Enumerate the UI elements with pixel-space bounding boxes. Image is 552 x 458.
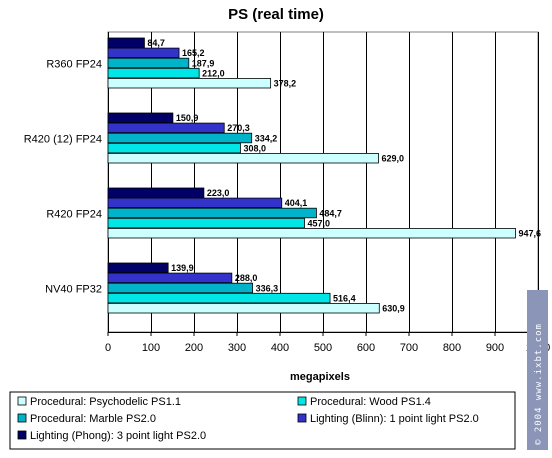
watermark: © 2004 www.ixbt.com	[527, 290, 548, 450]
bar	[107, 262, 169, 274]
bar	[107, 112, 174, 124]
tick-label: 900	[486, 342, 504, 354]
value-label: 84,7	[147, 38, 165, 48]
value-label: 165,2	[182, 48, 205, 58]
legend-label: Lighting (Blinn): 1 point light PS2.0	[310, 413, 479, 425]
bar	[107, 47, 180, 59]
bar	[107, 207, 317, 219]
bar	[107, 197, 283, 209]
bar	[107, 142, 241, 154]
legend-box	[9, 391, 516, 450]
value-label: 223,0	[207, 188, 230, 198]
bar	[107, 57, 190, 69]
value-label: 378,2	[274, 79, 297, 89]
tick-label: 800	[443, 342, 461, 354]
bar	[107, 292, 331, 304]
value-label: 150,9	[176, 113, 199, 123]
value-label: 212,0	[202, 68, 225, 78]
legend: Procedural: Psychodelic PS1.1 Procedural:…	[9, 391, 516, 450]
legend-label: Lighting (Phong): 3 point light PS2.0	[30, 430, 206, 442]
tick-label: 500	[314, 342, 332, 354]
bar	[107, 152, 379, 164]
category-label: R420 FP24	[46, 208, 102, 220]
legend-swatch	[297, 413, 307, 423]
tick-label: 0	[105, 342, 111, 354]
value-label: 334,2	[255, 133, 278, 143]
legend-label: Procedural: Marble PS2.0	[30, 413, 156, 425]
value-label: 308,0	[243, 143, 266, 153]
legend-swatch	[17, 430, 27, 440]
bar	[107, 272, 233, 284]
bar	[107, 187, 205, 199]
value-label: 336,3	[256, 283, 279, 293]
value-label: 139,9	[171, 263, 194, 273]
value-label: 516,4	[333, 293, 356, 303]
chart-title: PS (real time)	[228, 6, 324, 23]
bar	[107, 132, 253, 144]
tick-label: 700	[400, 342, 418, 354]
legend-label: Procedural: Psychodelic PS1.1	[30, 396, 181, 408]
category-label: R360 FP24	[46, 58, 102, 70]
x-axis-title: megapixels	[290, 371, 350, 383]
bar	[107, 302, 380, 314]
legend-swatch	[297, 396, 307, 406]
value-label: 187,9	[192, 58, 215, 68]
bar	[107, 227, 516, 239]
bar	[107, 282, 254, 294]
value-label: 630,9	[382, 304, 405, 314]
tick-label: 300	[228, 342, 246, 354]
value-label: 288,0	[235, 273, 258, 283]
tick-label: 600	[357, 342, 375, 354]
legend-swatch	[17, 413, 27, 423]
category-label: NV40 FP32	[45, 283, 102, 295]
value-label: 404,1	[285, 198, 308, 208]
bar	[107, 37, 145, 49]
value-label: 947,6	[518, 229, 541, 239]
legend-label: Procedural: Wood PS1.4	[310, 396, 431, 408]
watermark-text: © 2004 www.ixbt.com	[534, 323, 544, 445]
value-label: 484,7	[319, 208, 342, 218]
value-label: 270,3	[227, 123, 250, 133]
tick-label: 100	[142, 342, 160, 354]
legend-swatch	[17, 396, 27, 406]
bar	[107, 78, 272, 89]
category-label: R420 (12) FP24	[24, 133, 102, 145]
bar	[107, 67, 200, 79]
value-label: 457,0	[308, 218, 331, 228]
watermark-strip	[527, 290, 548, 450]
value-label: 629,0	[381, 154, 404, 164]
bar	[107, 122, 225, 134]
bar	[107, 217, 305, 229]
tick-label: 200	[185, 342, 203, 354]
tick-label: 400	[271, 342, 289, 354]
